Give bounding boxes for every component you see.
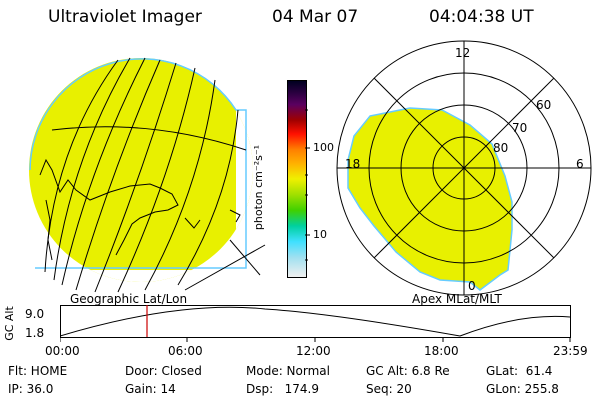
- colorbar-tick-10: 10: [313, 228, 327, 241]
- status-glat: GLat: 61.4: [486, 364, 553, 378]
- colorbar-tick-100: 100: [313, 141, 334, 154]
- altitude-plot: [60, 305, 571, 342]
- mlat-label-80: 80: [493, 141, 509, 155]
- polar-emission-region: [347, 107, 513, 291]
- status-seq: Seq: 20: [366, 382, 412, 396]
- geographic-caption: Geographic Lat/Lon: [70, 292, 188, 306]
- xtick-1200: 12:00: [296, 344, 331, 358]
- polar-plot: [336, 40, 592, 296]
- apex-caption: Apex MLat/MLT: [412, 292, 502, 306]
- status-door: Door: Closed: [125, 364, 202, 378]
- geographic-image: [29, 57, 266, 293]
- altitude-curve: [60, 306, 571, 337]
- mlt-label-0: 0: [468, 279, 476, 293]
- altitude-ytick-top: 9.0: [25, 307, 45, 321]
- colorbar: [287, 80, 307, 278]
- coastline: [39, 158, 241, 261]
- mlt-label-6: 6: [576, 157, 584, 171]
- altitude-ytick-bottom: 1.8: [25, 326, 45, 340]
- status-dsp: Dsp: 174.9: [246, 382, 319, 396]
- altitude-ylabel: GC Alt: [2, 306, 16, 341]
- xtick-0000: 00:00: [45, 344, 80, 358]
- status-ip: IP: 36.0: [8, 382, 54, 396]
- mlat-label-70: 70: [512, 121, 528, 135]
- status-gain: Gain: 14: [125, 382, 176, 396]
- xtick-0600: 06:00: [168, 344, 203, 358]
- status-flight: Flt: HOME: [8, 364, 68, 378]
- geo-grid-lines: [44, 57, 266, 293]
- mlat-label-60: 60: [536, 98, 552, 112]
- colorbar-unit-label: photon cm⁻²s⁻¹: [252, 144, 266, 231]
- time-label: 04:04:38 UT: [429, 7, 534, 27]
- polar-grid: [336, 40, 592, 296]
- mlt-label-12: 12: [455, 46, 471, 60]
- instrument-title: Ultraviolet Imager: [48, 7, 202, 27]
- xtick-1800: 18:00: [424, 344, 459, 358]
- status-mode: Mode: Normal: [246, 364, 330, 378]
- status-glon: GLon: 255.8: [486, 382, 559, 396]
- mlt-label-18: 18: [345, 157, 361, 171]
- status-gc-alt: GC Alt: 6.8 Re: [366, 364, 450, 378]
- xtick-2359: 23:59: [553, 344, 588, 358]
- date-label: 04 Mar 07: [272, 7, 359, 27]
- colorbar-ticks: [305, 109, 310, 261]
